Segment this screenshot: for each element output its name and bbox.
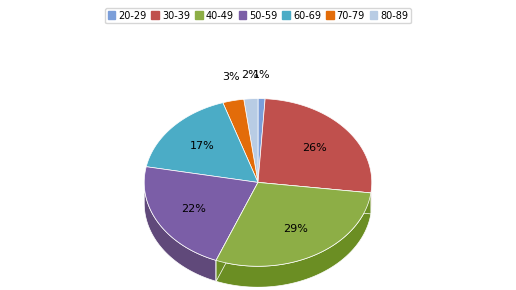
Polygon shape xyxy=(216,193,371,287)
Polygon shape xyxy=(258,99,265,182)
Text: 1%: 1% xyxy=(253,70,271,80)
Text: 26%: 26% xyxy=(302,143,327,153)
Polygon shape xyxy=(258,182,371,214)
Legend: 20-29, 30-39, 40-49, 50-59, 60-69, 70-79, 80-89: 20-29, 30-39, 40-49, 50-59, 60-69, 70-79… xyxy=(105,8,411,23)
Text: 22%: 22% xyxy=(181,204,206,214)
Polygon shape xyxy=(216,182,371,266)
Text: 3%: 3% xyxy=(222,72,239,82)
Polygon shape xyxy=(144,167,258,260)
Polygon shape xyxy=(258,182,371,214)
Text: 17%: 17% xyxy=(190,142,215,151)
Polygon shape xyxy=(258,99,372,193)
Polygon shape xyxy=(146,103,258,182)
Polygon shape xyxy=(216,182,258,281)
Polygon shape xyxy=(371,184,372,214)
Text: 2%: 2% xyxy=(241,70,259,80)
Text: 29%: 29% xyxy=(283,224,308,234)
Polygon shape xyxy=(144,183,216,281)
Polygon shape xyxy=(223,99,258,182)
Polygon shape xyxy=(244,99,258,182)
Polygon shape xyxy=(216,182,258,281)
